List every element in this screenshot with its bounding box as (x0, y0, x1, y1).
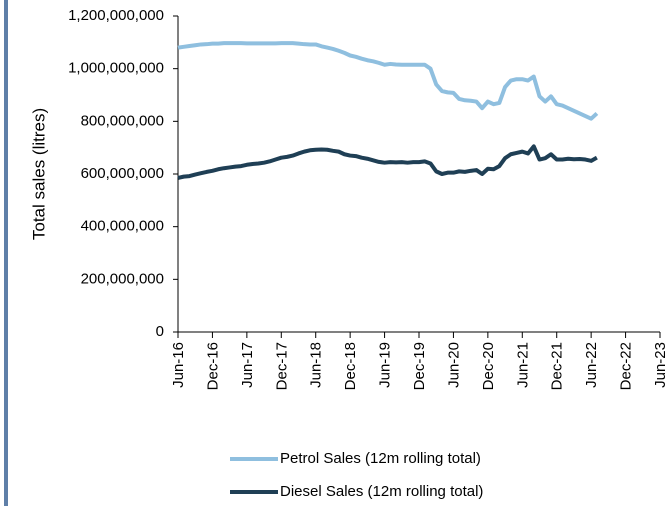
x-tick-label: Dec-18 (342, 342, 359, 390)
x-tick-label: Dec-16 (204, 342, 221, 390)
series-line (177, 144, 598, 180)
x-tick-label: Jun-23 (652, 342, 667, 388)
x-tick-label: Dec-21 (549, 342, 566, 390)
x-tick-label: Jun-19 (377, 342, 394, 388)
y-tick-label: 400,000,000 (81, 218, 164, 235)
x-tick-label: Dec-20 (480, 342, 497, 390)
side-bar (4, 0, 8, 506)
y-axis-title: Total sales (litres) (29, 108, 48, 240)
x-tick-label: Jun-16 (170, 342, 187, 388)
legend-label: Diesel Sales (12m rolling total) (280, 483, 483, 500)
x-tick-label: Jun-21 (514, 342, 531, 388)
y-tick-label: 600,000,000 (81, 165, 164, 182)
x-tick-label: Jun-17 (239, 342, 256, 388)
x-tick-label: Dec-17 (273, 342, 290, 390)
y-tick-label: 0 (156, 323, 164, 340)
y-tick-label: 1,000,000,000 (68, 60, 164, 77)
x-tick-label: Jun-20 (445, 342, 462, 388)
legend-label: Petrol Sales (12m rolling total) (280, 450, 481, 467)
x-tick-label: Dec-22 (618, 342, 635, 390)
x-tick-label: Jun-22 (583, 342, 600, 388)
x-tick-label: Jun-18 (308, 342, 325, 388)
x-tick-label: Dec-19 (411, 342, 428, 390)
series-line (177, 41, 599, 121)
y-tick-label: 200,000,000 (81, 270, 164, 287)
y-tick-label: 800,000,000 (81, 112, 164, 129)
y-tick-label: 1,200,000,000 (68, 7, 164, 24)
